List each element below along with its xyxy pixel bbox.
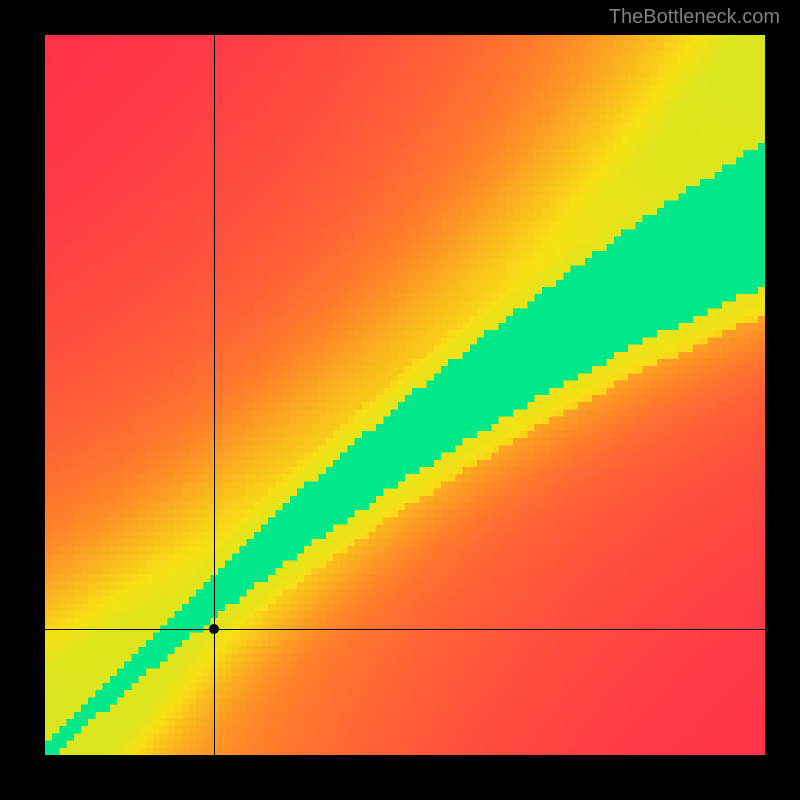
heatmap-canvas bbox=[45, 35, 765, 755]
heatmap-plot bbox=[45, 35, 765, 755]
crosshair-vertical bbox=[214, 35, 215, 755]
crosshair-horizontal bbox=[45, 629, 765, 630]
watermark-text: TheBottleneck.com bbox=[609, 6, 780, 29]
crosshair-marker bbox=[209, 624, 219, 634]
